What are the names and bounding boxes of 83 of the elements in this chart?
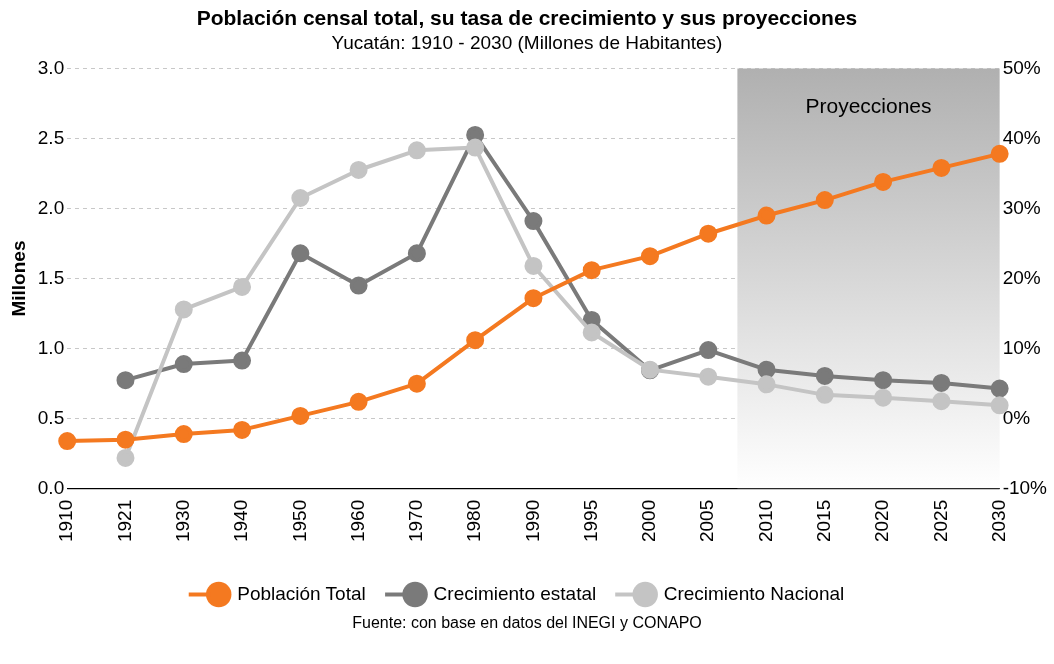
y2-tick-label: -10% [1002, 476, 1048, 498]
x-tick-label: 1940 [230, 499, 252, 543]
legend-label: Población Total [237, 582, 366, 604]
point [990, 144, 1009, 163]
point [466, 331, 485, 350]
point [233, 420, 252, 439]
point [582, 323, 601, 342]
x-tick-label: 2030 [987, 499, 1009, 543]
point [640, 247, 659, 266]
y-tick-label: 3.0 [37, 56, 65, 78]
x-tick-label: 2000 [638, 499, 660, 543]
point [233, 351, 252, 370]
point [407, 244, 426, 263]
y-tick-label: 2.5 [37, 126, 65, 148]
point [524, 256, 543, 275]
y2-tick-label: 50% [1002, 56, 1041, 78]
point [349, 276, 368, 295]
point [699, 224, 718, 243]
point [291, 244, 310, 263]
point [524, 212, 543, 231]
point [815, 385, 834, 404]
point [524, 289, 543, 308]
x-tick-label: 2010 [754, 499, 776, 543]
chart-title: Población censal total, su tasa de crecimiento y sus proyecciones [195, 6, 859, 30]
point [116, 371, 135, 390]
chart-subtitle: Yucatán: 1910 - 2030 (Millones de Habitantes) [330, 32, 724, 54]
point [116, 430, 135, 449]
x-tick-label: 2020 [871, 499, 893, 543]
x-tick-label: 1990 [521, 499, 543, 543]
point [116, 448, 135, 467]
y-tick-label: 1.5 [37, 266, 65, 288]
point [349, 392, 368, 411]
x-tick-label: 1921 [113, 499, 135, 543]
x-tick-label: 1950 [288, 499, 310, 543]
y2-tick-label: 10% [1002, 336, 1041, 358]
legend-label: Crecimiento estatal [433, 582, 597, 604]
point [407, 141, 426, 160]
point [757, 206, 776, 225]
point [932, 392, 951, 411]
point [291, 406, 310, 425]
x-tick-label: 1995 [579, 499, 601, 543]
point [815, 191, 834, 210]
point [349, 160, 368, 179]
band-label: Proyecciones [805, 93, 932, 117]
x-tick-label: 2015 [813, 499, 835, 543]
point [757, 360, 776, 379]
point [233, 277, 252, 296]
point [291, 189, 310, 207]
point [174, 300, 193, 319]
y2-tick-label: 20% [1002, 266, 1041, 288]
y2-tick-label: 40% [1002, 126, 1041, 148]
y2-tick-label: 0% [1002, 406, 1031, 428]
point [174, 425, 193, 444]
x-tick-label: 1980 [463, 499, 485, 543]
point [58, 432, 77, 451]
point [466, 138, 485, 157]
y2-tick-label: 30% [1002, 196, 1041, 218]
point [815, 366, 834, 385]
point [582, 261, 601, 280]
point [874, 172, 893, 191]
y-tick-label: 1.0 [37, 336, 65, 358]
x-tick-label: 1910 [55, 499, 77, 543]
point [932, 158, 951, 177]
point [757, 375, 776, 394]
point [174, 355, 193, 374]
y-axis-title: Millones [7, 240, 29, 317]
point [407, 374, 426, 393]
point [932, 373, 951, 392]
point [874, 371, 893, 390]
x-tick-label: 1930 [172, 499, 193, 543]
y-tick-label: 0.0 [37, 476, 65, 498]
x-tick-label: 2025 [929, 499, 951, 543]
point [699, 367, 718, 386]
x-tick-label: 2005 [696, 499, 718, 543]
x-tick-label: 1970 [405, 499, 427, 543]
legend-label: Crecimiento Nacional [663, 582, 845, 604]
y-tick-label: 2.0 [37, 196, 65, 218]
point [699, 341, 718, 360]
x-tick-label: 1960 [346, 499, 368, 543]
point [874, 388, 893, 407]
point [990, 379, 1009, 398]
y-tick-label: 0.5 [37, 406, 65, 428]
source-note: Fuente: con base en datos del INEGI y CONAPO [351, 614, 703, 632]
